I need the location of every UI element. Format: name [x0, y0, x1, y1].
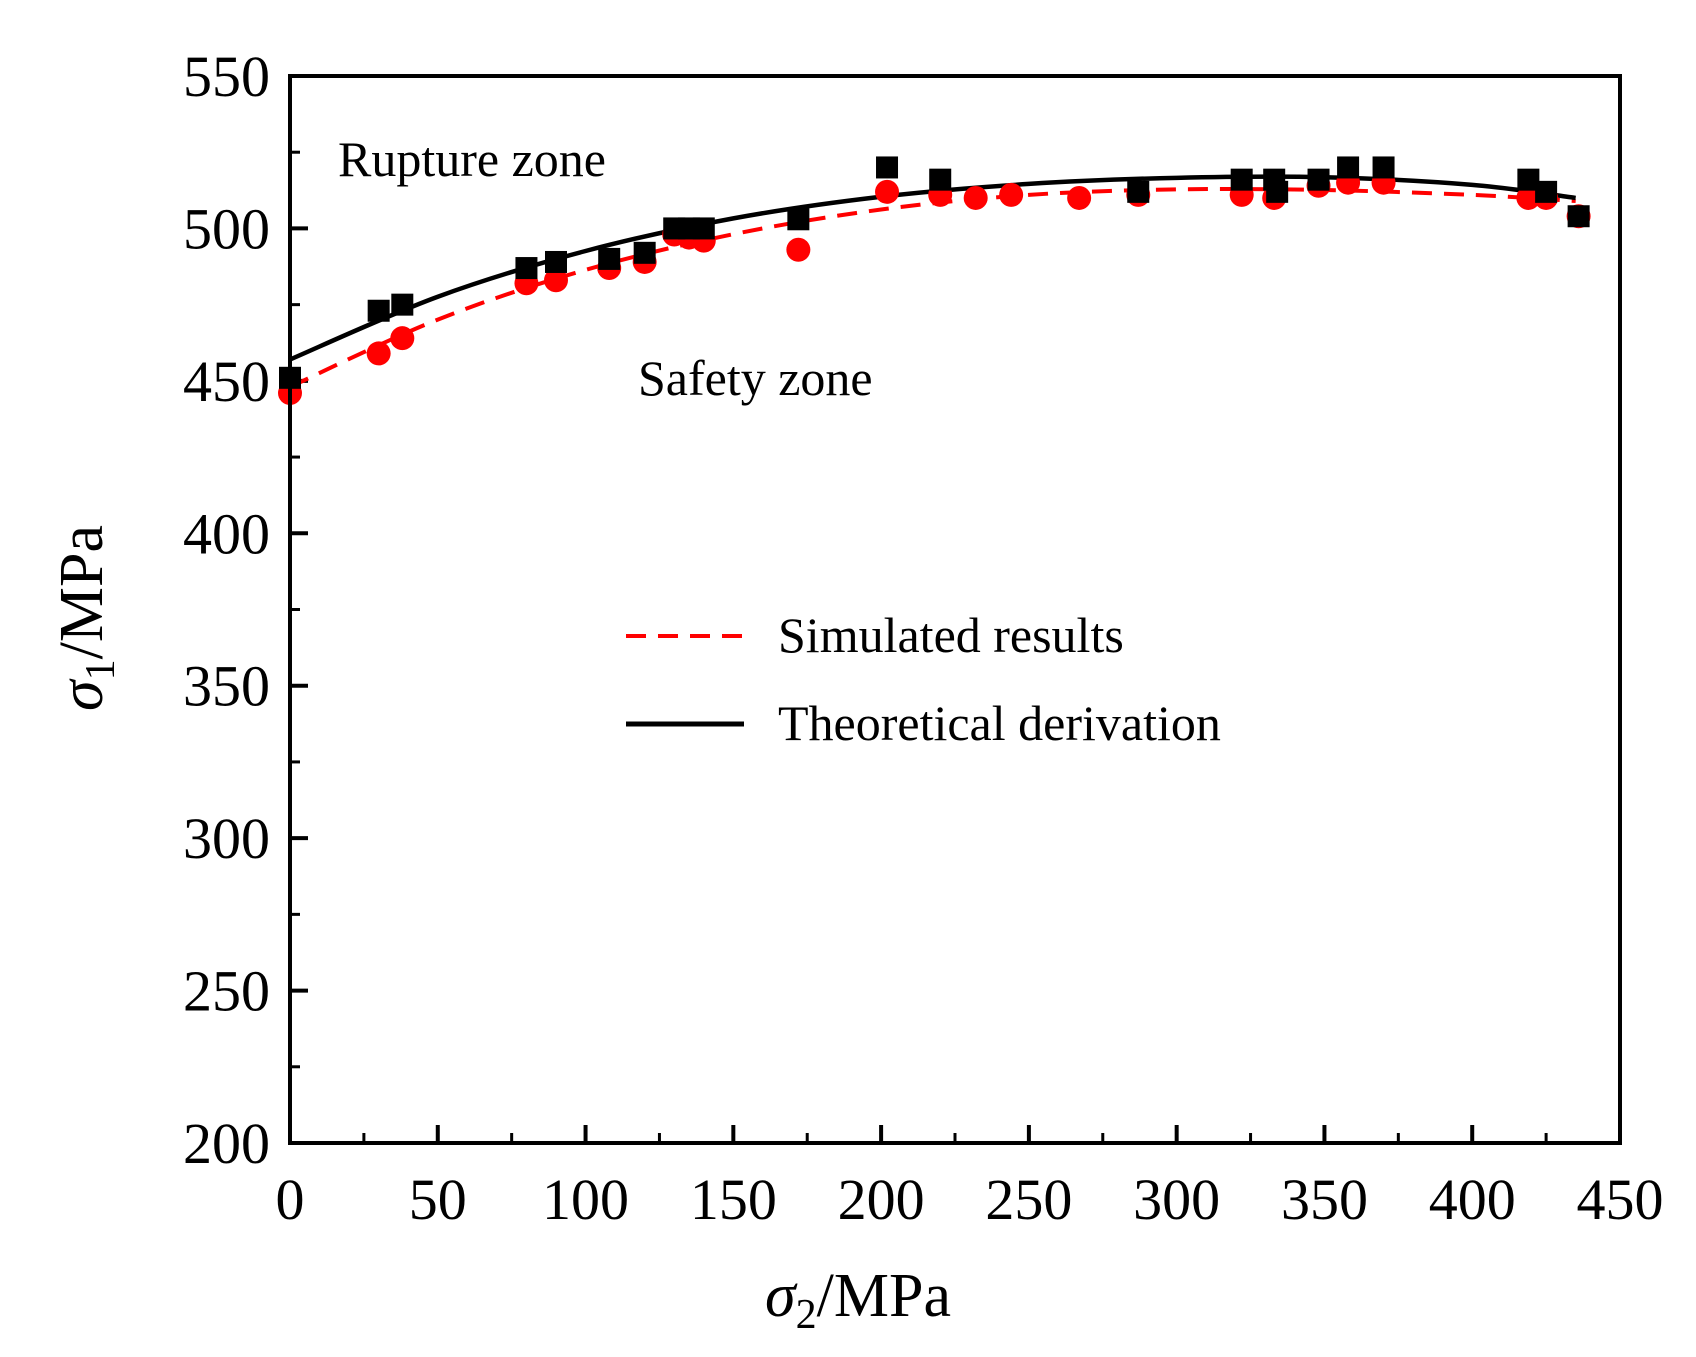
y-axis-title: σ1/MPa: [48, 525, 124, 711]
x-tick-label: 450: [1577, 1167, 1664, 1232]
x-tick-label: 0: [276, 1167, 305, 1232]
legend: Simulated results Theoretical derivation: [626, 607, 1221, 751]
series-lines: [289, 174, 1576, 389]
x-tick-label: 300: [1133, 1167, 1220, 1232]
simulated-point: [875, 179, 900, 204]
simulated-point: [1067, 185, 1092, 210]
legend-theoretical-label: Theoretical derivation: [778, 695, 1221, 751]
theoretical-point: [1517, 168, 1540, 191]
theoretical-point: [391, 293, 414, 316]
rupture-zone-label: Rupture zone: [338, 131, 606, 187]
theoretical-point: [787, 208, 810, 231]
theoretical-point: [1337, 156, 1360, 179]
x-axis-title: σ2/MPa: [765, 1262, 951, 1338]
theoretical-point: [545, 250, 567, 273]
theoretical-point: [515, 257, 538, 280]
theoretical-point: [876, 156, 899, 179]
y-tick-label: 500: [183, 196, 270, 261]
x-tick-label: 100: [542, 1167, 629, 1232]
theoretical-point: [1372, 156, 1395, 179]
y-tick-label: 350: [183, 654, 270, 719]
x-tick-label: 350: [1281, 1167, 1368, 1232]
theoretical-point: [367, 299, 390, 322]
plot-frame: [288, 74, 1622, 1145]
x-tick-label: 400: [1429, 1167, 1516, 1232]
simulated-point: [963, 185, 988, 210]
theoretical-point: [1266, 180, 1289, 203]
theoretical-point: [1567, 205, 1590, 228]
theoretical-point: [598, 247, 621, 270]
x-tick-label: 50: [409, 1167, 467, 1232]
theoretical-point: [1230, 168, 1253, 191]
safety-zone-label: Safety zone: [638, 350, 873, 406]
x-tick-label: 250: [985, 1167, 1072, 1232]
data-points: [278, 156, 1591, 406]
simulated-point: [390, 326, 415, 351]
y-tick-label: 200: [183, 1111, 270, 1176]
simulated-point: [786, 237, 811, 262]
theoretical-point: [1127, 180, 1150, 203]
y-tick-label: 300: [183, 806, 270, 871]
simulated-curve: [289, 187, 1576, 389]
simulated-point: [999, 182, 1024, 207]
y-tick-label: 250: [183, 959, 270, 1024]
legend-simulated-label: Simulated results: [778, 607, 1124, 663]
simulated-point: [1516, 185, 1541, 210]
y-tick-label: 450: [183, 349, 270, 414]
theoretical-point: [692, 217, 715, 240]
x-tick-label: 150: [690, 1167, 777, 1232]
simulated-point: [366, 341, 391, 366]
tick-labels: 0 50 100 150 200 250 300 350 400 450 200 250 300 350 4…: [183, 44, 1664, 1232]
y-tick-label: 550: [183, 44, 270, 109]
theoretical-point: [633, 241, 656, 264]
simulated-point: [544, 268, 568, 293]
theoretical-point: [929, 168, 952, 191]
x-tick-label: 200: [838, 1167, 925, 1232]
y-tick-label: 400: [183, 501, 270, 566]
theoretical-point: [1535, 180, 1558, 203]
theoretical-point: [1307, 168, 1330, 191]
